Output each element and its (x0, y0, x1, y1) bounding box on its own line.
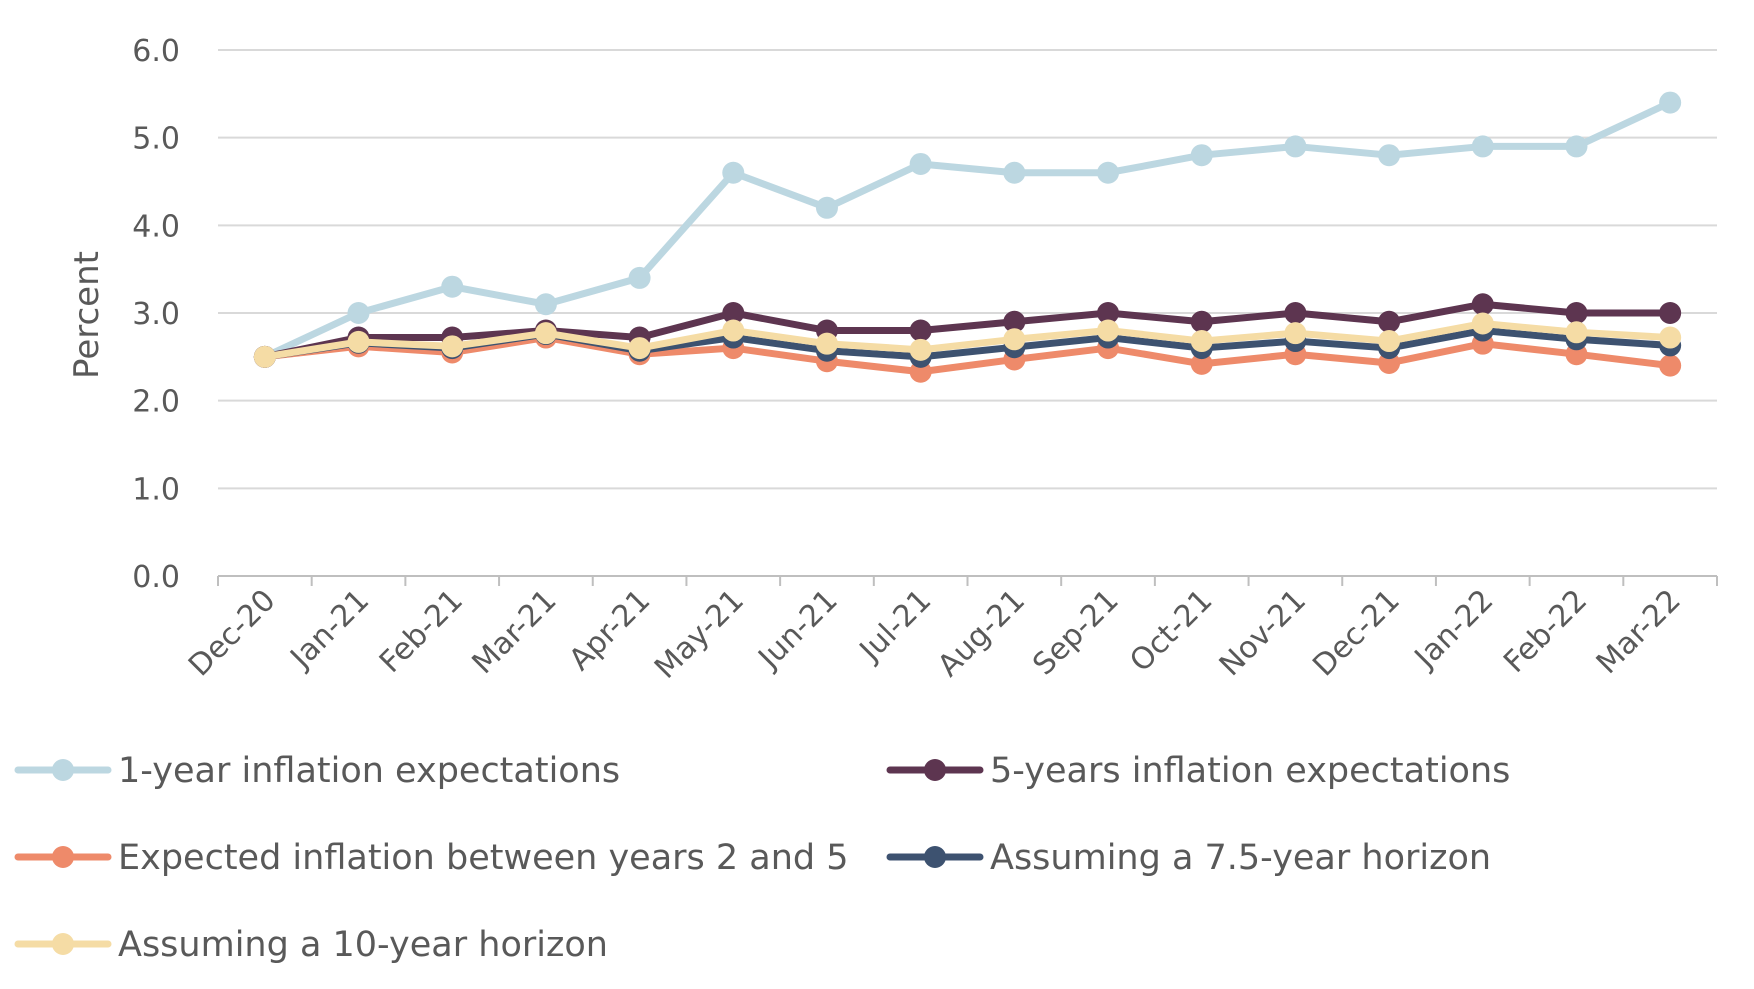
x-tick-label: May-21 (648, 583, 751, 686)
data-point (441, 335, 464, 358)
legend-item: Expected inflation between years 2 and 5 (14, 838, 849, 878)
x-tick-label: Feb-21 (373, 583, 470, 680)
legend: 1-year inflation expectations 5-years inf… (14, 751, 1510, 965)
data-point (1378, 310, 1401, 333)
data-point (1565, 135, 1588, 158)
data-point (347, 302, 370, 324)
legend-swatch-marker (924, 846, 946, 868)
data-point (1097, 161, 1120, 184)
data-point (722, 161, 745, 184)
data-point (1659, 326, 1682, 349)
series-line (261, 320, 1674, 361)
series-5 (253, 312, 1682, 368)
data-point (1284, 135, 1307, 158)
data-point (1190, 352, 1213, 375)
data-point (441, 275, 464, 298)
data-point (1190, 310, 1213, 333)
data-point (1190, 144, 1213, 167)
y-axis-ticks: 0.0 1.0 2.0 3.0 4.0 5.0 6.0 (132, 34, 180, 595)
y-axis-title: Percent (67, 251, 107, 379)
data-point (1284, 302, 1307, 324)
x-tick-label: Jul-21 (852, 583, 938, 669)
data-point (1284, 322, 1307, 345)
x-tick-label: Oct-21 (1123, 583, 1219, 679)
x-tick-label: Sep-21 (1026, 583, 1125, 682)
legend-label: Assuming a 7.5-year horizon (990, 838, 1491, 878)
series-1 (253, 91, 1682, 368)
data-point (909, 338, 932, 361)
legend-swatch-marker (52, 759, 74, 781)
legend-swatch-marker (52, 846, 74, 868)
data-point (534, 293, 557, 316)
data-point (722, 302, 745, 324)
x-tick-label: Feb-22 (1497, 583, 1594, 680)
y-tick-label: 4.0 (132, 209, 180, 244)
legend-label: Expected inflation between years 2 and 5 (118, 838, 849, 878)
x-tick-label: Jan-22 (1407, 583, 1501, 677)
data-point (815, 196, 838, 219)
data-point (1378, 144, 1401, 167)
x-tick-label: Mar-21 (465, 583, 563, 681)
legend-item: 1-year inflation expectations (14, 751, 620, 791)
x-tick-label: Aug-21 (931, 583, 1032, 684)
data-point (534, 322, 557, 345)
data-point (1659, 302, 1682, 324)
data-point (1471, 293, 1494, 316)
x-tick-label: Mar-22 (1590, 583, 1688, 681)
legend-item: 5-years inflation expectations (886, 751, 1510, 791)
data-point (628, 337, 651, 360)
data-point (722, 319, 745, 342)
data-point (1097, 319, 1120, 342)
legend-label: Assuming a 10-year horizon (118, 925, 608, 965)
data-point (909, 319, 932, 342)
x-tick-label: Jan-21 (283, 583, 377, 677)
legend-label: 5-years inflation expectations (990, 751, 1510, 791)
series-line (261, 300, 1674, 361)
x-tick-label: Jun-21 (751, 583, 845, 677)
legend-label: 1-year inflation expectations (118, 751, 620, 791)
legend-swatch-marker (924, 759, 946, 781)
data-point (1378, 330, 1401, 353)
series-line (261, 334, 1674, 376)
data-point (1003, 310, 1026, 333)
x-tick-label: Apr-21 (563, 583, 658, 678)
legend-item: Assuming a 10-year horizon (14, 925, 608, 965)
data-point (253, 345, 276, 368)
x-tick-label: Nov-21 (1213, 583, 1313, 683)
data-point (1565, 321, 1588, 344)
y-tick-label: 6.0 (132, 34, 180, 69)
y-tick-label: 3.0 (132, 297, 180, 332)
data-point (1097, 302, 1120, 324)
data-point (1471, 312, 1494, 335)
series-2 (253, 293, 1682, 368)
data-point (1659, 354, 1682, 377)
data-point (909, 152, 932, 175)
legend-item: Assuming a 7.5-year horizon (886, 838, 1491, 878)
data-point (1003, 161, 1026, 184)
data-point (1003, 328, 1026, 351)
y-tick-label: 0.0 (132, 560, 180, 595)
x-tick-label: Dec-21 (1306, 583, 1406, 683)
data-point (1190, 330, 1213, 353)
legend-swatch-marker (52, 933, 74, 955)
data-point (1565, 302, 1588, 324)
y-tick-label: 2.0 (132, 385, 180, 420)
data-point (628, 266, 651, 289)
data-point (815, 332, 838, 355)
data-point (1471, 135, 1494, 158)
y-tick-label: 1.0 (132, 472, 180, 507)
data-point (1659, 91, 1682, 114)
data-point (347, 330, 370, 353)
x-tick-label: Dec-20 (182, 583, 282, 683)
gridlines (218, 49, 1717, 490)
series-line (261, 99, 1674, 361)
series-layer (253, 91, 1682, 383)
y-tick-label: 5.0 (132, 122, 180, 157)
